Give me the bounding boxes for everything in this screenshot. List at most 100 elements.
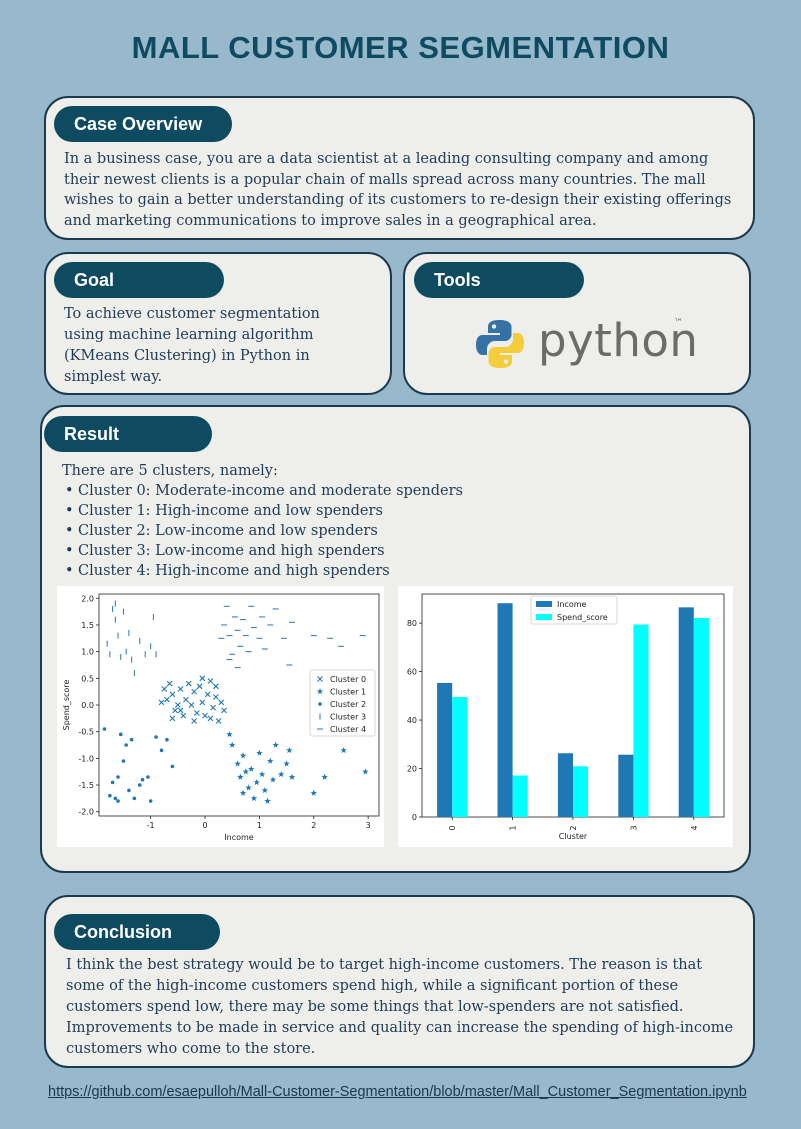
data-point [269,776,277,783]
case-overview-heading: Case Overview [54,106,232,142]
y-tick-label: -1.5 [78,781,94,790]
cluster-list: Cluster 0: Moderate-income and moderate … [62,481,742,581]
y-tick-label: 2.0 [81,594,94,603]
data-point [193,710,200,716]
data-point [132,796,137,801]
result-text: There are 5 clusters, namely: Cluster 0:… [62,461,742,581]
data-point [177,707,184,714]
data-point [207,715,214,722]
bar-chart: 0 20 40 60 80 0 1 2 3 4 Cluster Income Spend_score [407,593,725,841]
bar [497,603,513,817]
data-point [228,741,236,748]
data-point [239,752,247,759]
x-tick-label: 2 [311,821,316,830]
scatter-chart-box: -1 0 1 2 3 -2.0 -1.5 -1.0 -0.5 0.0 0.5 1.0 1.5 2.0 Inc… [57,586,384,847]
data-point [180,712,187,719]
data-point [165,737,169,742]
data-point [250,794,258,802]
data-point [196,683,203,690]
x-tick-label: 0 [202,821,207,830]
list-item: Cluster 1: High-income and low spenders [62,501,742,521]
data-point [191,688,198,695]
data-point [183,696,189,703]
bar [693,617,709,817]
data-point [261,786,269,794]
github-link[interactable]: https://github.com/esaepulloh/Mall-Custo… [48,1084,747,1100]
x-tick-label: 3 [366,821,371,830]
data-point [218,699,225,706]
y-tick-label: 80 [407,619,417,628]
data-point [169,715,176,722]
data-point [264,797,271,804]
legend-swatch [536,614,552,620]
data-point [267,757,274,764]
result-heading: Result [44,416,212,452]
list-item: Cluster 0: Moderate-income and moderate … [62,481,742,501]
data-point [340,746,347,754]
data-point [234,760,241,767]
bar [618,754,634,817]
data-point [170,764,175,769]
data-point [226,730,233,738]
data-point [272,741,279,748]
legend-swatch [536,601,552,607]
bar-chart-box: 0 20 40 60 80 0 1 2 3 4 Cluster Income Spend_score [398,586,733,847]
list-item: Cluster 4: High-income and high spenders [62,561,742,581]
legend-label: Cluster 3 [330,713,366,722]
goal-heading: Goal [54,262,224,298]
x-tick-label: 4 [690,825,699,830]
data-point [253,778,260,786]
data-point [110,780,115,785]
data-point [124,743,128,747]
y-tick-label: 0 [412,813,417,822]
data-point [169,691,176,698]
data-point [318,702,322,706]
bar [573,766,589,817]
x-tick-label: 2 [569,825,578,830]
python-trademark: ™ [674,318,683,328]
data-point [202,712,208,719]
data-point [283,760,290,767]
data-point [248,765,255,772]
y-tick-label: 40 [407,716,417,725]
bar [452,697,468,817]
data-point [258,770,266,778]
data-point [148,799,153,803]
y-tick-label: -1.0 [78,754,94,763]
y-tick-label: 60 [407,668,417,677]
data-point [177,686,184,692]
data-point [213,683,219,690]
y-tick-label: 1.0 [81,648,94,657]
data-point [239,789,247,796]
x-axis-label: Income [224,833,254,842]
data-point [161,686,168,692]
data-point [237,773,244,780]
y-tick-label: -2.0 [78,808,94,817]
legend-label: Cluster 4 [330,725,366,734]
bar [437,682,453,817]
y-axis-label: Spend_score [62,680,71,731]
data-point [242,768,250,775]
data-point [102,727,107,731]
x-tick-label: 1 [509,825,518,830]
bar [678,607,694,817]
data-point [116,799,120,803]
data-point [116,775,120,779]
conclusion-heading: Conclusion [54,914,220,950]
python-logo-icon [476,320,524,368]
python-wordmark: python [538,314,699,367]
bar [557,753,573,817]
data-point [121,759,126,763]
data-point [362,768,369,775]
conclusion-text: I think the best strategy would be to ta… [66,957,734,1057]
case-overview-text: In a business case, you are a data scien… [64,151,732,229]
data-point [245,784,252,791]
data-point [188,702,195,708]
list-item: Cluster 2: Low-income and low spenders [62,521,742,541]
bar [512,775,528,817]
page-title: MALL CUSTOMER SEGMENTATION [131,30,670,65]
data-point [191,718,198,724]
data-point [127,788,131,793]
data-point [316,688,324,695]
x-axis-label: Cluster [559,832,588,841]
